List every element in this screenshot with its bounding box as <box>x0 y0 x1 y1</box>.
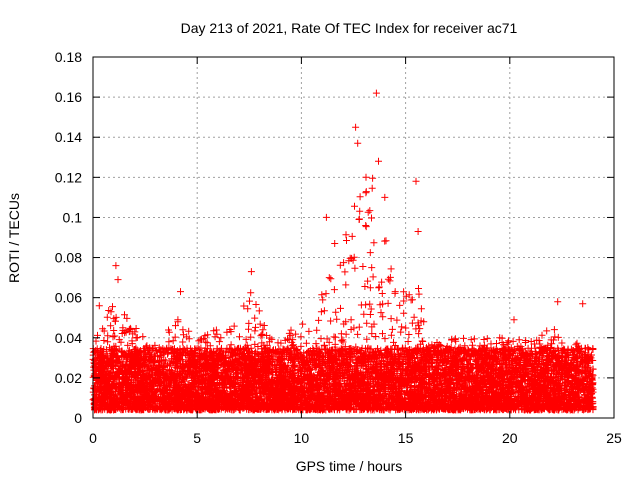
y-axis-label: ROTI / TECUs <box>6 193 22 283</box>
y-tick-label: 0.16 <box>55 89 82 105</box>
y-tick-label: 0.02 <box>55 370 82 386</box>
y-tick-label: 0.04 <box>55 330 82 346</box>
chart-title: Day 213 of 2021, Rate Of TEC Index for r… <box>181 20 518 36</box>
y-tick-label: 0 <box>74 410 82 426</box>
y-tick-label: 0.06 <box>55 290 82 306</box>
y-tick-label: 0.08 <box>55 250 82 266</box>
y-tick-label: 0.14 <box>55 129 82 145</box>
y-tick-labels: 0 0.02 0.04 0.06 0.08 0.1 0.12 0.14 0.16 0.18 <box>55 49 82 426</box>
roti-markers <box>89 89 597 414</box>
y-tick-label: 0.12 <box>55 169 82 185</box>
axis-ticks <box>92 56 615 419</box>
x-tick-label: 5 <box>193 430 201 446</box>
x-tick-label: 25 <box>606 430 622 446</box>
data-points <box>89 89 597 414</box>
y-tick-label: 0.18 <box>55 49 82 65</box>
plot-frame <box>92 56 615 419</box>
x-axis-label: GPS time / hours <box>296 458 403 474</box>
x-tick-label: 20 <box>502 430 518 446</box>
x-tick-label: 0 <box>89 430 97 446</box>
x-tick-label: 10 <box>294 430 310 446</box>
y-tick-label: 0.1 <box>63 209 83 225</box>
x-tick-label: 15 <box>398 430 414 446</box>
x-tick-labels: 0 5 10 15 20 25 <box>89 430 622 446</box>
